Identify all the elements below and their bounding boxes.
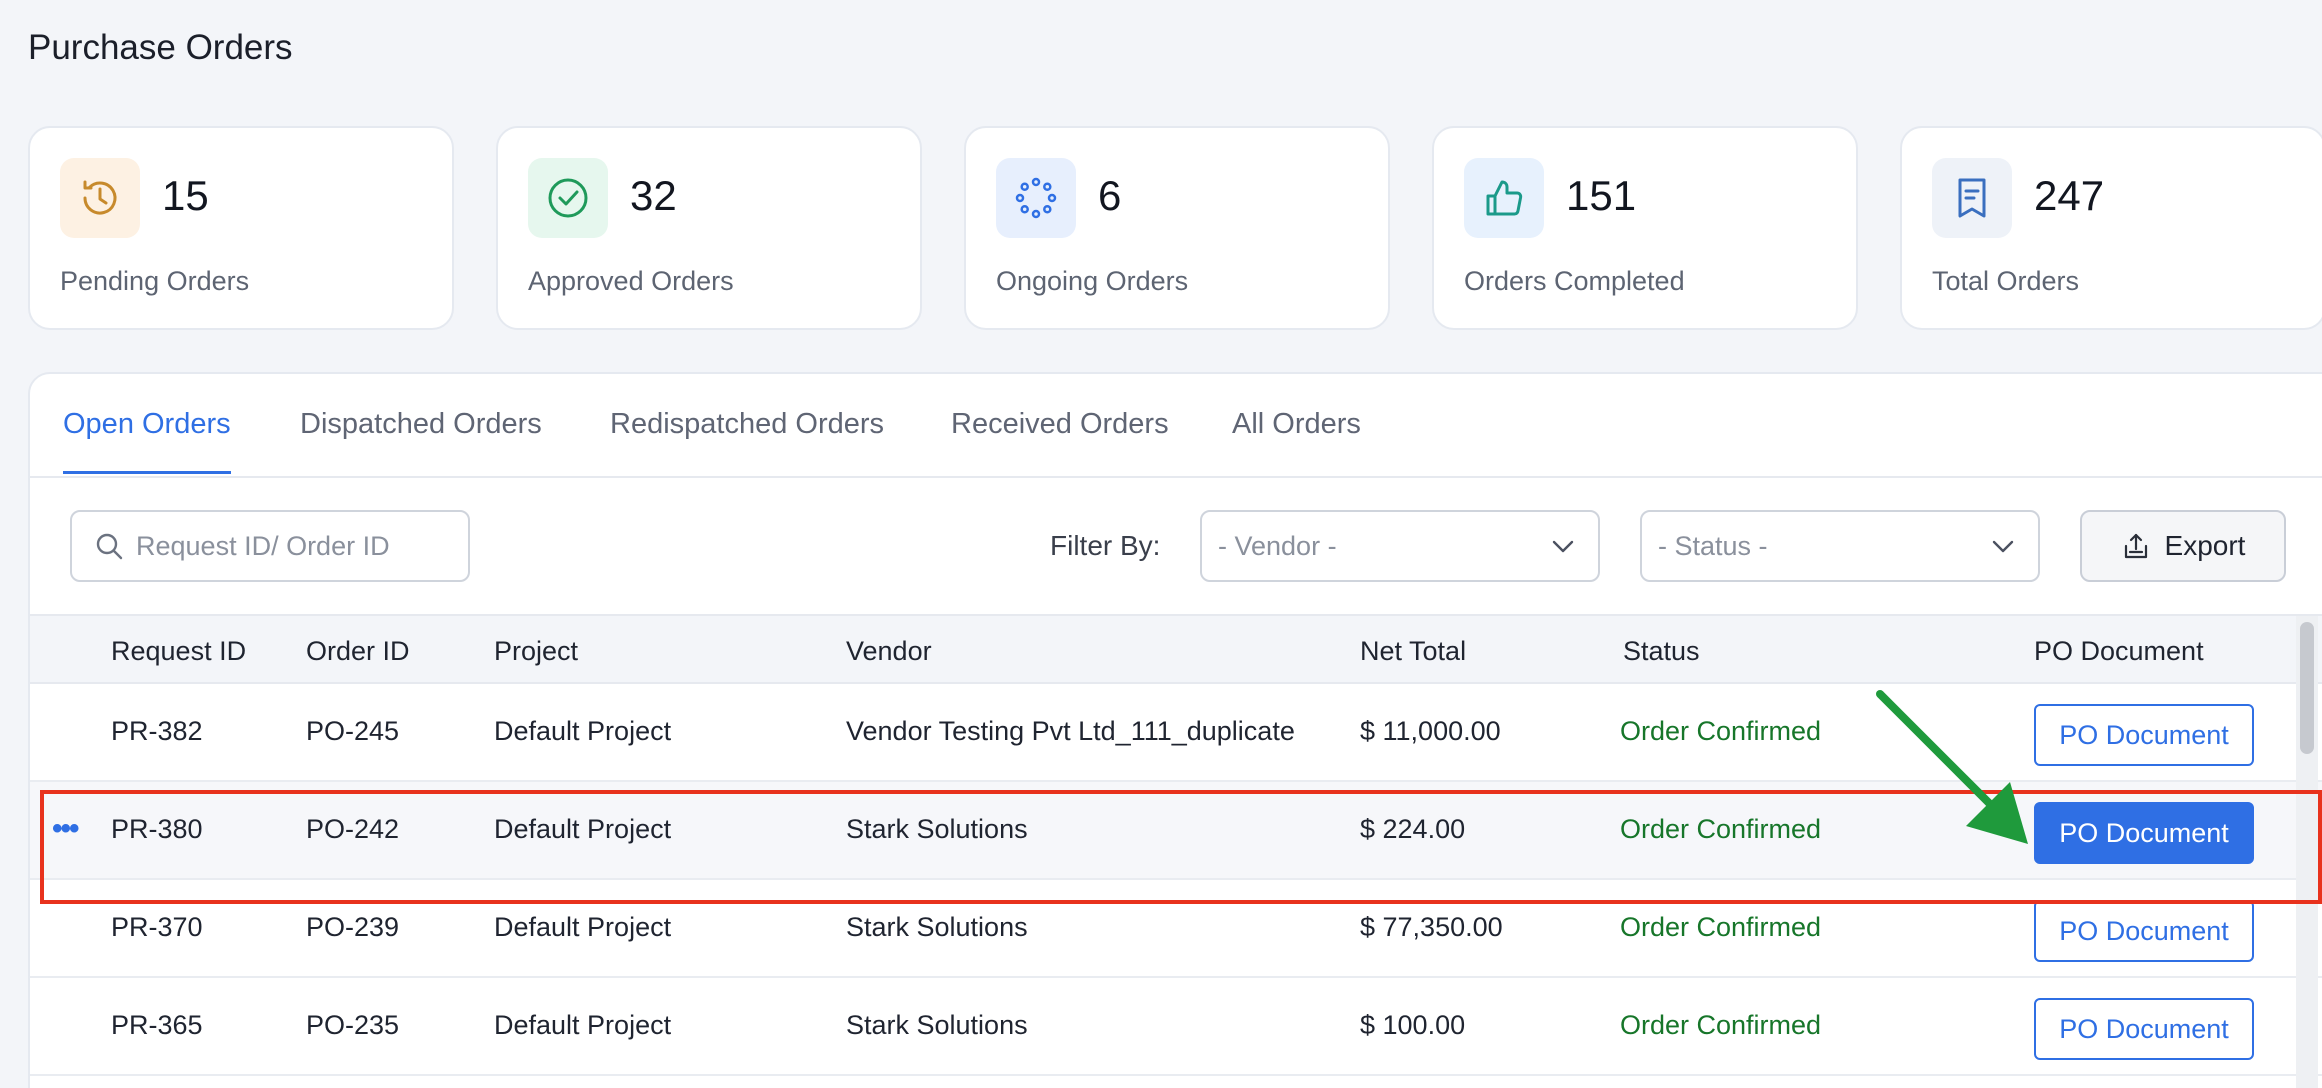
filter-label: Filter By: <box>1050 530 1161 561</box>
vendor-select[interactable]: - Vendor - <box>1200 510 1600 582</box>
receipt-icon <box>1932 158 2012 238</box>
stat-label: Approved Orders <box>528 266 734 296</box>
table-row[interactable]: PR-370 PO-239 Default Project Stark Solu… <box>30 880 2322 978</box>
cell-order-id: PO-235 <box>306 1010 400 1040</box>
table-row[interactable]: ••• PR-380 PO-242 Default Project Stark … <box>30 782 2322 880</box>
stat-label: Total Orders <box>1932 266 2080 296</box>
cell-vendor: Stark Solutions <box>846 814 1028 844</box>
stat-label: Ongoing Orders <box>996 266 1189 296</box>
chevron-down-icon <box>1992 540 2014 553</box>
table-toolbar: Filter By: - Vendor - - Status - <box>30 478 2322 616</box>
cell-order-id: PO-245 <box>306 716 400 746</box>
cell-net-total: $ 77,350.00 <box>1360 912 1503 942</box>
column-project: Project <box>494 636 579 666</box>
cell-vendor: Stark Solutions <box>846 1010 1028 1040</box>
thumbs-up-icon <box>1464 158 1544 238</box>
table-row[interactable]: PR-382 PO-245 Default Project Vendor Tes… <box>30 684 2322 782</box>
cell-status: Order Confirmed <box>1620 814 1822 844</box>
search-box[interactable] <box>70 510 470 582</box>
stat-value: 151 <box>1566 172 1637 219</box>
po-document-button[interactable]: PO Document <box>2034 704 2254 766</box>
cell-project: Default Project <box>494 716 672 746</box>
cell-status: Order Confirmed <box>1620 716 1822 746</box>
stat-label: Orders Completed <box>1464 266 1685 296</box>
tab-dispatched-orders[interactable]: Dispatched Orders <box>300 408 542 440</box>
table-row[interactable]: PR-365 PO-235 Default Project Stark Solu… <box>30 978 2322 1076</box>
history-clock-icon <box>60 158 140 238</box>
status-select[interactable]: - Status - <box>1640 510 2040 582</box>
cell-order-id: PO-239 <box>306 912 400 942</box>
check-circle-icon <box>528 158 608 238</box>
cell-request-id: PR-380 <box>111 814 203 844</box>
tab-received-orders[interactable]: Received Orders <box>951 408 1169 440</box>
search-icon <box>96 533 123 560</box>
stat-value: 6 <box>1098 172 1122 219</box>
cell-project: Default Project <box>494 912 672 942</box>
cell-status: Order Confirmed <box>1620 912 1822 942</box>
cell-net-total: $ 224.00 <box>1360 814 1466 844</box>
order-tabs: Open Orders Dispatched Orders Redispatch… <box>30 374 2322 478</box>
export-icon <box>2124 533 2147 559</box>
stat-card-total: 247 Total Orders <box>1900 126 2322 330</box>
cell-project: Default Project <box>494 814 672 844</box>
search-input[interactable] <box>136 530 456 562</box>
table-header: Request ID Order ID Project Vendor Net T… <box>30 614 2322 684</box>
loading-dots-icon <box>996 158 1076 238</box>
cell-net-total: $ 100.00 <box>1360 1010 1466 1040</box>
cell-request-id: PR-365 <box>111 1010 203 1040</box>
stat-card-ongoing: 6 Ongoing Orders <box>964 126 1390 330</box>
column-vendor: Vendor <box>846 636 932 666</box>
stat-value: 32 <box>630 172 677 219</box>
stat-label: Pending Orders <box>60 266 250 296</box>
stat-value: 15 <box>162 172 209 219</box>
stat-card-completed: 151 Orders Completed <box>1432 126 1858 330</box>
tab-all-orders[interactable]: All Orders <box>1232 408 1361 440</box>
column-status: Status <box>1623 636 1700 666</box>
export-button[interactable]: Export <box>2080 510 2286 582</box>
cell-request-id: PR-370 <box>111 912 203 942</box>
cell-order-id: PO-242 <box>306 814 400 844</box>
orders-panel: Open Orders Dispatched Orders Redispatch… <box>28 372 2322 1088</box>
po-document-button[interactable]: PO Document <box>2034 998 2254 1060</box>
chevron-down-icon <box>1552 540 1574 553</box>
cell-request-id: PR-382 <box>111 716 203 746</box>
export-label: Export <box>2164 530 2246 561</box>
stat-value: 247 <box>2034 172 2105 219</box>
cell-vendor: Stark Solutions <box>846 912 1028 942</box>
cell-project: Default Project <box>494 1010 672 1040</box>
scrollbar-thumb[interactable] <box>2300 622 2314 754</box>
po-document-button[interactable]: PO Document <box>2034 900 2254 962</box>
column-net-total: Net Total <box>1360 636 1467 666</box>
tab-redispatched-orders[interactable]: Redispatched Orders <box>610 408 885 440</box>
column-po-document: PO Document <box>2034 636 2204 666</box>
po-document-button[interactable]: PO Document <box>2034 802 2254 864</box>
cell-vendor: Vendor Testing Pvt Ltd_111_duplicate <box>846 716 1295 746</box>
stat-card-pending: 15 Pending Orders <box>28 126 454 330</box>
column-order-id: Order ID <box>306 636 410 666</box>
status-select-placeholder: - Status - <box>1658 530 1768 561</box>
table-scrollbar[interactable] <box>2296 616 2318 1088</box>
page-title: Purchase Orders <box>28 28 293 67</box>
row-actions-menu-icon[interactable]: ••• <box>52 812 79 845</box>
tab-open-orders[interactable]: Open Orders <box>63 408 231 474</box>
vendor-select-placeholder: - Vendor - <box>1218 530 1337 561</box>
cell-status: Order Confirmed <box>1620 1010 1822 1040</box>
stat-card-approved: 32 Approved Orders <box>496 126 922 330</box>
column-request-id: Request ID <box>111 636 247 666</box>
cell-net-total: $ 11,000.00 <box>1360 716 1501 746</box>
